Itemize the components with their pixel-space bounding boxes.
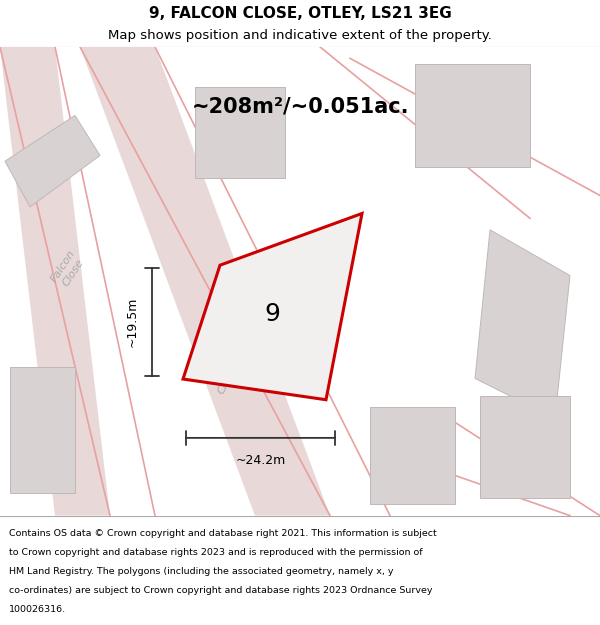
Polygon shape	[480, 396, 570, 499]
Text: Contains OS data © Crown copyright and database right 2021. This information is : Contains OS data © Crown copyright and d…	[9, 529, 437, 538]
Text: Close: Close	[215, 365, 241, 396]
Text: 9: 9	[265, 302, 281, 326]
Polygon shape	[183, 214, 362, 400]
Text: ~24.2m: ~24.2m	[235, 454, 286, 468]
Polygon shape	[370, 407, 455, 504]
Text: Map shows position and indicative extent of the property.: Map shows position and indicative extent…	[108, 29, 492, 42]
Text: co-ordinates) are subject to Crown copyright and database rights 2023 Ordnance S: co-ordinates) are subject to Crown copyr…	[9, 586, 433, 595]
Text: 9, FALCON CLOSE, OTLEY, LS21 3EG: 9, FALCON CLOSE, OTLEY, LS21 3EG	[149, 6, 451, 21]
Text: to Crown copyright and database rights 2023 and is reproduced with the permissio: to Crown copyright and database rights 2…	[9, 548, 422, 557]
Text: ~19.5m: ~19.5m	[125, 297, 139, 348]
Polygon shape	[80, 47, 330, 516]
Polygon shape	[475, 230, 570, 419]
Text: 100026316.: 100026316.	[9, 605, 66, 614]
Polygon shape	[0, 47, 110, 516]
Polygon shape	[5, 116, 100, 207]
Polygon shape	[10, 367, 75, 493]
Text: Falcon
Close: Falcon Close	[49, 249, 87, 291]
Polygon shape	[415, 64, 530, 167]
Polygon shape	[195, 87, 285, 178]
Text: HM Land Registry. The polygons (including the associated geometry, namely x, y: HM Land Registry. The polygons (includin…	[9, 567, 394, 576]
Text: ~208m²/~0.051ac.: ~208m²/~0.051ac.	[191, 96, 409, 116]
